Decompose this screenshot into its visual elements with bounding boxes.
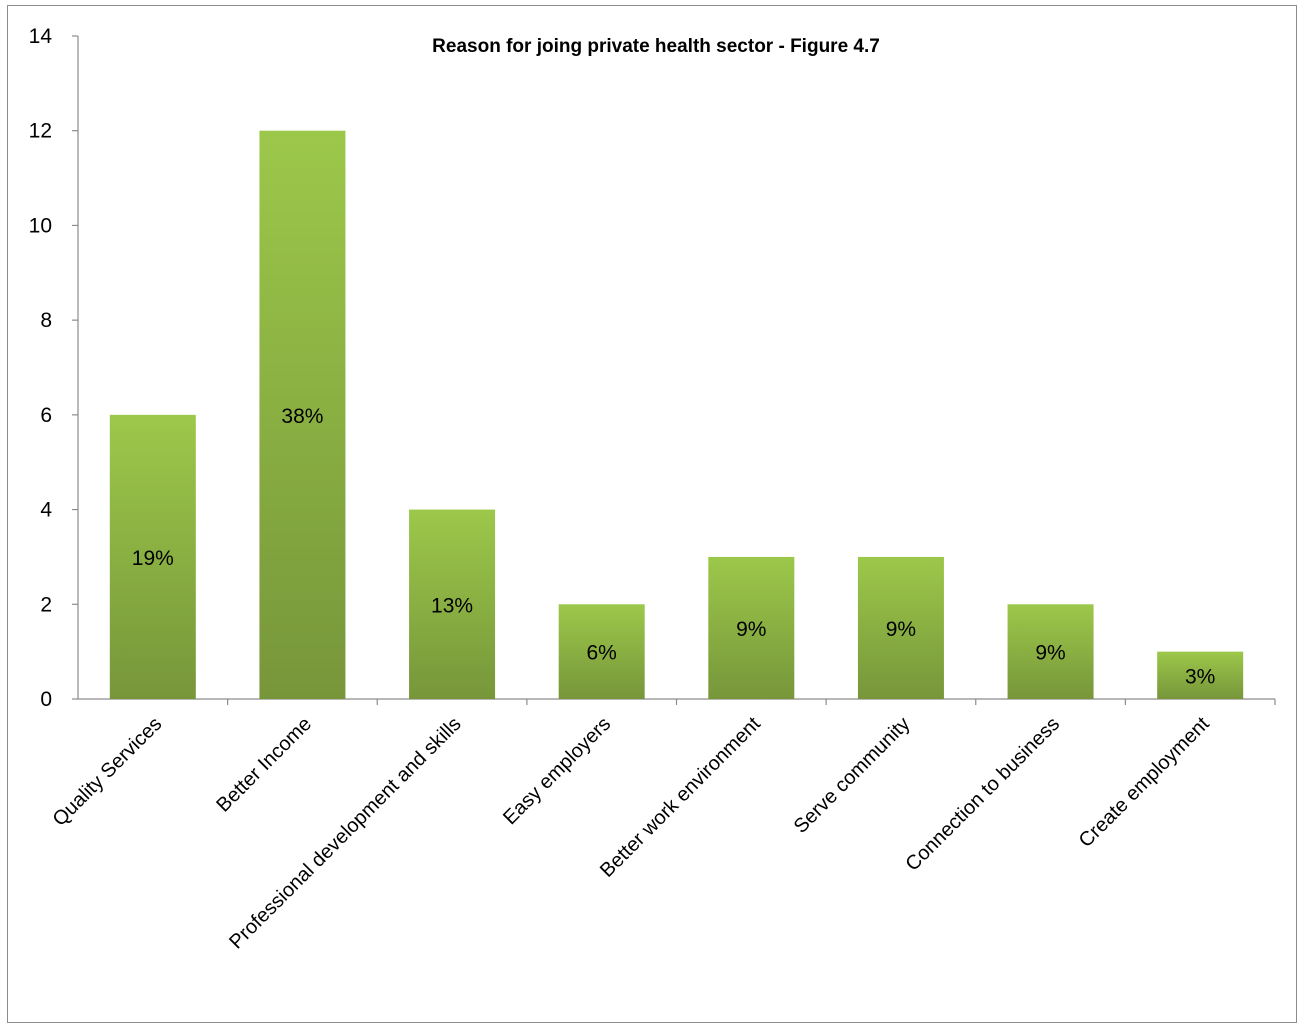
chart-frame (7, 5, 1297, 1023)
data-label: 9% (736, 618, 766, 641)
data-label: 13% (431, 594, 473, 617)
y-tick-label: 8 (40, 309, 52, 332)
category-label: Create employment (1075, 713, 1214, 852)
y-tick-label: 2 (40, 593, 52, 616)
bar (1007, 604, 1094, 699)
bar (708, 556, 795, 699)
bars (109, 130, 1244, 699)
y-tick-label: 6 (40, 404, 52, 427)
data-label: 38% (281, 405, 323, 428)
category-label: Better work environment (596, 713, 765, 882)
y-tick-label: 14 (29, 25, 53, 48)
y-tick-label: 12 (29, 120, 52, 143)
chart-title: Reason for joing private health sector -… (432, 36, 880, 57)
category-label: Connection to business (902, 713, 1065, 876)
data-label: 9% (1035, 642, 1065, 665)
bar (1157, 651, 1244, 699)
category-label: Better Income (212, 713, 316, 817)
bar (259, 130, 346, 699)
y-tick-label: 4 (40, 499, 52, 522)
y-tick-label: 10 (29, 214, 52, 237)
category-label: Serve community (790, 713, 915, 838)
bar (409, 509, 496, 699)
category-label: Professional development and skills (225, 713, 465, 953)
category-label: Easy employers (499, 713, 615, 829)
bar (109, 414, 196, 699)
y-tick-label: 0 (40, 688, 52, 711)
data-label: 6% (587, 642, 617, 665)
category-label: Quality Services (49, 713, 167, 831)
bar (857, 556, 944, 699)
data-label: 3% (1185, 665, 1215, 688)
data-label: 19% (132, 547, 174, 570)
bar (558, 604, 645, 699)
data-label: 9% (886, 618, 916, 641)
